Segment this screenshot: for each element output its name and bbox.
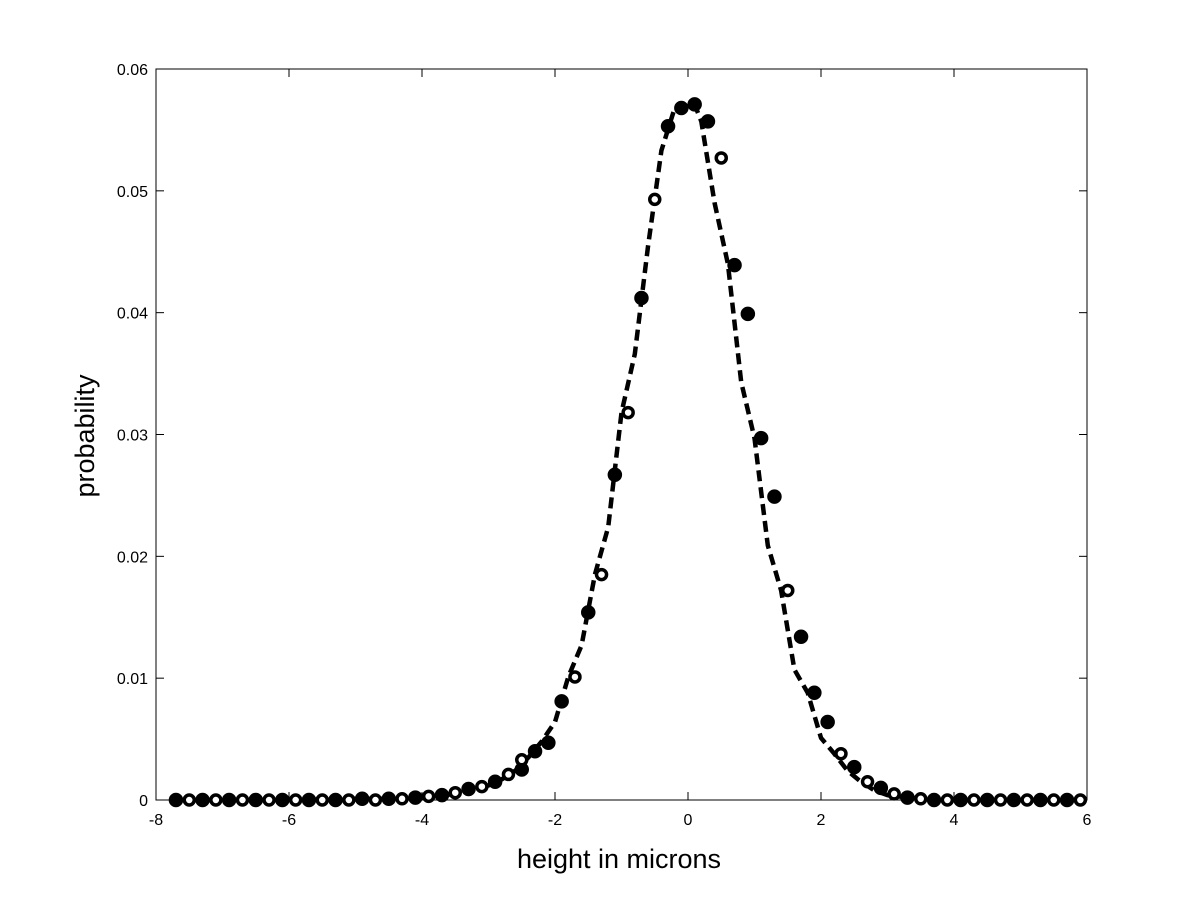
filled-marker [926,792,942,808]
series-markers [168,97,1088,808]
open-marker [288,793,303,807]
filled-marker [1033,792,1048,808]
open-marker [594,567,609,582]
y-axis-label: probability [70,374,100,498]
open-marker [315,793,329,807]
filled-marker [168,792,184,808]
filled-marker [195,792,210,808]
open-marker [940,793,955,807]
open-marker [568,670,582,684]
open-marker [209,793,223,807]
filled-marker [980,792,995,808]
x-tick-label: -8 [149,812,163,829]
filled-marker [660,119,676,134]
plot-area-frame [155,68,1088,801]
filled-marker [727,257,742,273]
open-marker [648,192,662,207]
y-tick-label: 0.03 [117,428,148,445]
y-tick-label: 0.02 [117,549,148,566]
open-marker [1073,793,1088,807]
open-marker [621,405,635,420]
filled-marker [674,100,689,116]
open-marker [887,787,901,801]
open-marker [501,767,516,782]
open-marker [914,792,928,806]
filled-marker [408,790,423,805]
x-axis-label: height in microns [517,844,721,874]
filled-marker [687,97,702,112]
y-tick-labels: 0 0.01 0.02 0.03 0.04 0.05 0.06 [117,62,148,810]
open-marker [395,792,409,806]
filled-marker [953,792,968,808]
open-marker [182,793,196,807]
filled-marker [301,792,317,808]
filled-marker [221,792,237,808]
x-tick-label: 0 [684,812,693,829]
y-tick-label: 0.05 [117,184,148,201]
x-tick-label: 6 [1083,812,1092,829]
x-tick-label: -6 [282,812,296,829]
x-tick-label: 4 [950,812,959,829]
open-marker [1020,793,1034,807]
filled-marker [487,774,503,789]
x-tick-labels: -8 -6 -4 -2 0 2 4 6 [149,812,1092,829]
filled-marker [328,792,343,808]
filled-marker [700,114,716,129]
filled-marker [847,759,862,775]
open-marker [967,793,981,807]
filled-marker [248,792,263,808]
open-marker [421,789,436,804]
filled-marker [873,780,889,796]
filled-marker [275,792,290,808]
filled-marker [461,781,476,797]
y-tick-label: 0.06 [117,62,148,79]
filled-marker [634,290,649,306]
open-marker [993,793,1008,807]
filled-marker [740,306,756,322]
filled-marker [354,791,370,807]
open-marker [515,753,529,767]
open-marker [781,583,795,598]
x-tick-label: 2 [817,812,826,829]
filled-marker [381,791,396,807]
filled-marker [527,744,543,759]
filled-marker [581,605,596,620]
filled-marker [607,467,623,482]
open-marker [860,774,875,789]
filled-marker [767,489,782,504]
filled-marker [793,629,809,644]
open-marker [1047,793,1061,807]
y-tick-label: 0.01 [117,671,148,688]
filled-marker [807,685,822,701]
open-marker [834,746,848,761]
filled-marker [434,787,450,803]
open-marker [368,793,383,807]
open-marker [475,779,489,794]
filled-marker [753,430,769,446]
open-marker [448,785,462,800]
open-marker [262,793,276,807]
filled-marker [900,790,915,805]
y-tick-label: 0.04 [117,306,148,323]
open-marker [342,793,356,807]
open-marker [714,151,728,165]
y-tick-label: 0 [139,793,148,810]
filled-marker [1059,792,1075,808]
filled-marker [1006,792,1022,808]
filled-marker [820,714,835,730]
x-tick-label: -4 [415,812,429,829]
filled-marker [554,694,569,709]
x-tick-label: -2 [548,812,562,829]
filled-marker [541,735,556,750]
open-marker [235,793,250,807]
